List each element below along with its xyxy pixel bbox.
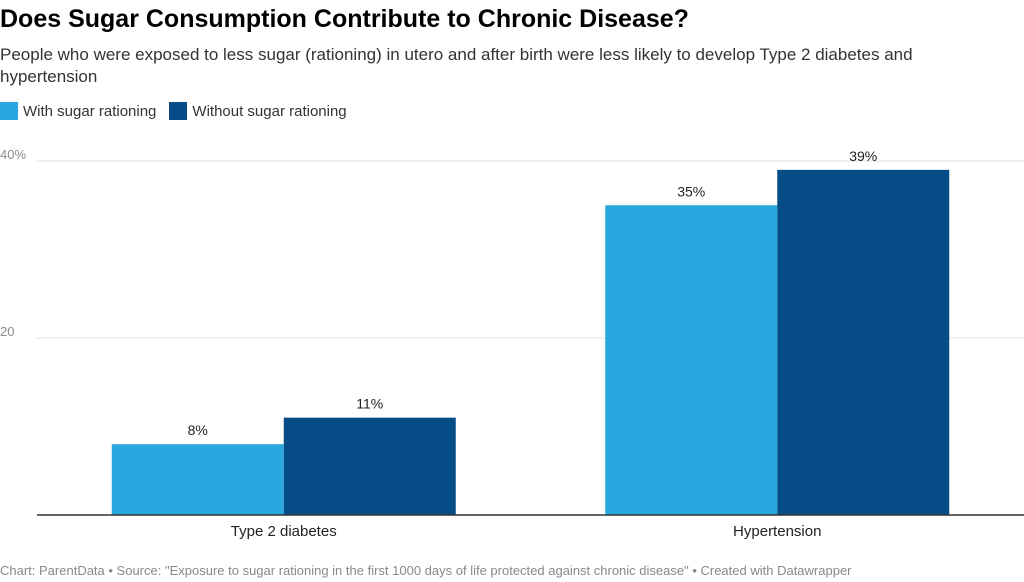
bar-without-rationing-1 bbox=[777, 169, 950, 515]
legend: With sugar rationing Without sugar ratio… bbox=[0, 102, 360, 120]
y-tick-label: 20 bbox=[0, 324, 14, 339]
legend-item-with-rationing: With sugar rationing bbox=[0, 102, 156, 120]
x-category-label: Type 2 diabetes bbox=[231, 523, 337, 540]
legend-label-with-rationing: With sugar rationing bbox=[23, 102, 157, 120]
legend-swatch-without-rationing bbox=[169, 102, 188, 120]
data-label: 35% bbox=[677, 183, 705, 199]
chart-subtitle: People who were exposed to less sugar (r… bbox=[0, 45, 913, 86]
bar-chart: 40% 20 8% 11% 35% 39% Type 2 diabetes Hyperte… bbox=[0, 147, 1024, 540]
data-label: 39% bbox=[849, 148, 877, 164]
y-axis-ticks: 40% 20 bbox=[0, 147, 26, 339]
bar-with-rationing-0 bbox=[111, 444, 284, 515]
bars bbox=[111, 169, 950, 515]
chart-title: Does Sugar Consumption Contribute to Chr… bbox=[0, 5, 689, 33]
bar-with-rationing-1 bbox=[605, 205, 778, 515]
data-label: 11% bbox=[356, 396, 383, 412]
legend-swatch-with-rationing bbox=[0, 102, 18, 120]
x-axis-categories: Type 2 diabetes Hypertension bbox=[231, 523, 822, 540]
y-tick-label: 40% bbox=[0, 147, 26, 162]
data-labels: 8% 11% 35% 39% bbox=[188, 148, 878, 438]
data-label: 8% bbox=[188, 422, 208, 438]
bar-without-rationing-0 bbox=[283, 417, 456, 515]
legend-item-without-rationing: Without sugar rationing bbox=[169, 102, 347, 120]
legend-label-without-rationing: Without sugar rationing bbox=[192, 102, 347, 120]
x-category-label: Hypertension bbox=[733, 523, 821, 540]
chart-footer: Chart: ParentData • Source: "Exposure to… bbox=[0, 563, 852, 578]
